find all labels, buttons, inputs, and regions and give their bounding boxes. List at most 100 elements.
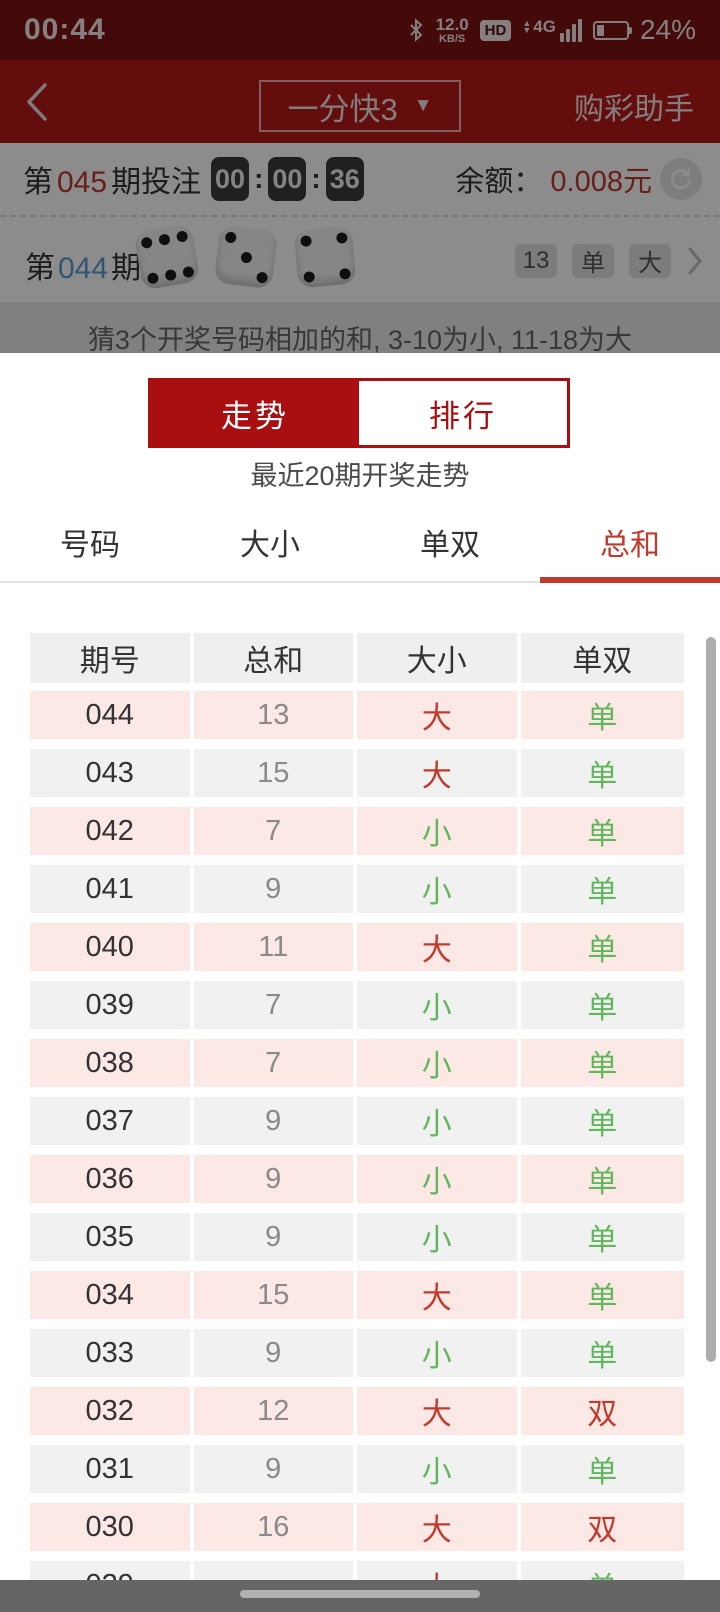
cell-size: 小 <box>357 1097 521 1145</box>
cell-size: 大 <box>357 1503 521 1551</box>
trend-tab-总和[interactable]: 总和 <box>600 529 660 562</box>
cell-sum: 7 <box>194 1039 357 1087</box>
trend-category-tabs: 号码 大小 单双 总和 <box>0 503 720 583</box>
cell-size: 小 <box>357 981 521 1029</box>
last-issue-label: 第 044 期 <box>25 252 142 285</box>
column-header: 期号 <box>30 633 194 683</box>
cell-parity: 单 <box>587 876 618 909</box>
sum-badge: 13 <box>515 243 557 278</box>
result-badges: 13 单大 <box>515 217 704 304</box>
cell-sum: 7 <box>194 807 357 855</box>
countdown-box: 00 <box>268 157 307 201</box>
parity-badge: 单 <box>572 243 614 278</box>
clock: 00:44 <box>24 13 106 46</box>
cell-sum: 12 <box>194 1387 357 1435</box>
table-row: 034 15 大 单 <box>30 1271 684 1319</box>
balance-area: 余额： 0.008元 <box>455 143 702 215</box>
active-tab-underline <box>540 577 720 583</box>
countdown-separator: : <box>311 163 321 194</box>
trend-tab-大小[interactable]: 大小 <box>240 529 300 562</box>
table-row: 035 9 小 单 <box>30 1213 684 1261</box>
bluetooth-icon <box>409 18 423 42</box>
table-row: 036 9 小 单 <box>30 1155 684 1203</box>
cell-parity: 单 <box>587 1456 618 1489</box>
balance-value: 0.008元 <box>550 166 652 198</box>
chevron-right-icon[interactable] <box>686 246 704 276</box>
cell-parity: 单 <box>587 992 618 1025</box>
cell-parity: 单 <box>587 818 618 851</box>
table-row: 032 12 大 双 <box>30 1387 684 1435</box>
column-header: 总和 <box>194 633 357 683</box>
cell-sum: 16 <box>194 1503 357 1551</box>
countdown-box: 00 <box>211 157 250 201</box>
cell-parity: 单 <box>587 1108 618 1141</box>
cell-sum: 9 <box>194 1445 357 1493</box>
countdown-box: 36 <box>325 157 364 201</box>
cell-parity: 单 <box>587 702 618 735</box>
game-selector-dropdown[interactable]: 一分快3 ▼ <box>259 80 461 132</box>
cell-sum: 15 <box>194 749 357 797</box>
home-indicator[interactable] <box>240 1590 480 1598</box>
last-issue-number: 044 <box>58 252 109 285</box>
back-icon[interactable] <box>24 80 50 124</box>
table-row: 038 7 小 单 <box>30 1039 684 1087</box>
cell-parity: 双 <box>587 1398 618 1431</box>
game-rule-hint: 猜3个开奖号码相加的和, 3-10为小, 11-18为大 <box>0 302 720 355</box>
signal-bars-icon <box>559 18 582 42</box>
status-icons: 12.0 KB/S HD ▲ ▼ 4G 24% <box>407 14 696 46</box>
last-draw-bar: 第 044 期 13 单大 <box>0 215 720 302</box>
cell-issue: 041 <box>30 865 194 913</box>
cell-size: 小 <box>357 1155 521 1203</box>
modal-dim-overlay[interactable] <box>0 0 720 353</box>
network-type: 4G <box>533 17 556 36</box>
column-header: 大小 <box>357 633 521 683</box>
sheet-tab-走势[interactable]: 走势 <box>151 381 359 445</box>
refresh-balance-button[interactable] <box>660 158 702 200</box>
countdown-timer: 00:00:36 <box>211 157 364 201</box>
cell-sum: 11 <box>194 923 357 971</box>
table-header-row: 期号 总和 大小 单双 <box>30 633 684 683</box>
cell-issue: 035 <box>30 1213 194 1261</box>
cell-sum: 15 <box>194 1271 357 1319</box>
cell-size: 大 <box>357 923 521 971</box>
cell-sum: 7 <box>194 981 357 1029</box>
cell-size: 小 <box>357 1213 521 1261</box>
cell-issue: 032 <box>30 1387 194 1435</box>
network-speed: 12.0 KB/S <box>435 14 469 45</box>
cell-issue: 036 <box>30 1155 194 1203</box>
cell-size: 小 <box>357 1039 521 1087</box>
system-nav-bar <box>0 1580 720 1612</box>
size-badge: 大 <box>629 243 671 278</box>
table-row: 044 13 大 单 <box>30 691 684 739</box>
trend-tab-单双[interactable]: 单双 <box>420 529 480 562</box>
cell-size: 小 <box>357 807 521 855</box>
cell-issue: 034 <box>30 1271 194 1319</box>
trend-tab-号码[interactable]: 号码 <box>60 529 120 562</box>
cell-sum: 13 <box>194 691 357 739</box>
cell-parity: 单 <box>587 1340 618 1373</box>
cell-issue: 040 <box>30 923 194 971</box>
lottery-helper-link[interactable]: 购彩助手 <box>574 93 694 126</box>
cell-issue: 044 <box>30 691 194 739</box>
data-arrows-icon: ▲ ▼ <box>522 18 532 35</box>
table-row: 042 7 小 单 <box>30 807 684 855</box>
cell-parity: 单 <box>587 1224 618 1257</box>
table-row: 039 7 小 单 <box>30 981 684 1029</box>
table-row: 037 9 小 单 <box>30 1097 684 1145</box>
hd-volte-icon: HD <box>479 19 512 41</box>
cell-issue: 033 <box>30 1329 194 1377</box>
cell-issue: 043 <box>30 749 194 797</box>
cell-parity: 单 <box>587 1282 618 1315</box>
refresh-icon <box>670 168 692 190</box>
table-row: 041 9 小 单 <box>30 865 684 913</box>
trend-table: 期号 总和 大小 单双 044 13 大单 043 15 大单 042 7 小单 041 9 小单 040 11… <box>30 633 684 1612</box>
cell-size: 大 <box>357 1271 521 1319</box>
sheet-tab-排行[interactable]: 排行 <box>359 381 567 445</box>
cell-issue: 037 <box>30 1097 194 1145</box>
scrollbar-thumb[interactable] <box>706 637 716 1362</box>
balance-label: 余额： <box>455 166 543 198</box>
cell-sum: 9 <box>194 865 357 913</box>
cell-parity: 单 <box>587 1050 618 1083</box>
column-header: 单双 <box>572 645 633 678</box>
cell-parity: 单 <box>587 934 618 967</box>
